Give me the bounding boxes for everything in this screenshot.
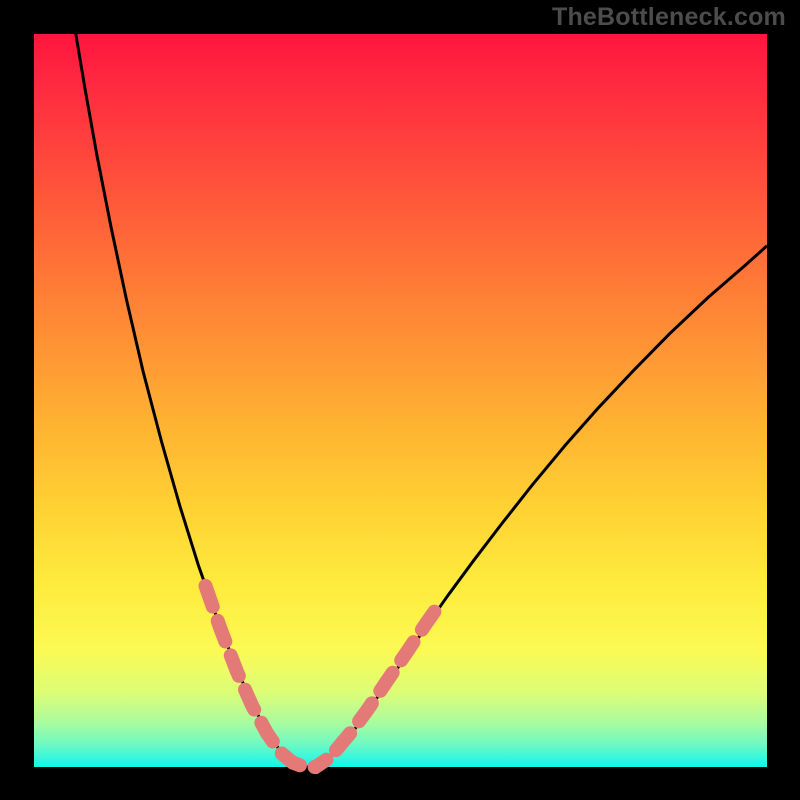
highlight-dots-1 [336, 604, 440, 751]
curve-layer [0, 0, 800, 800]
bottleneck-curve [76, 34, 767, 767]
chart-stage: TheBottleneck.com [0, 0, 800, 800]
watermark-text: TheBottleneck.com [552, 3, 786, 32]
highlight-dots-0 [206, 586, 327, 767]
